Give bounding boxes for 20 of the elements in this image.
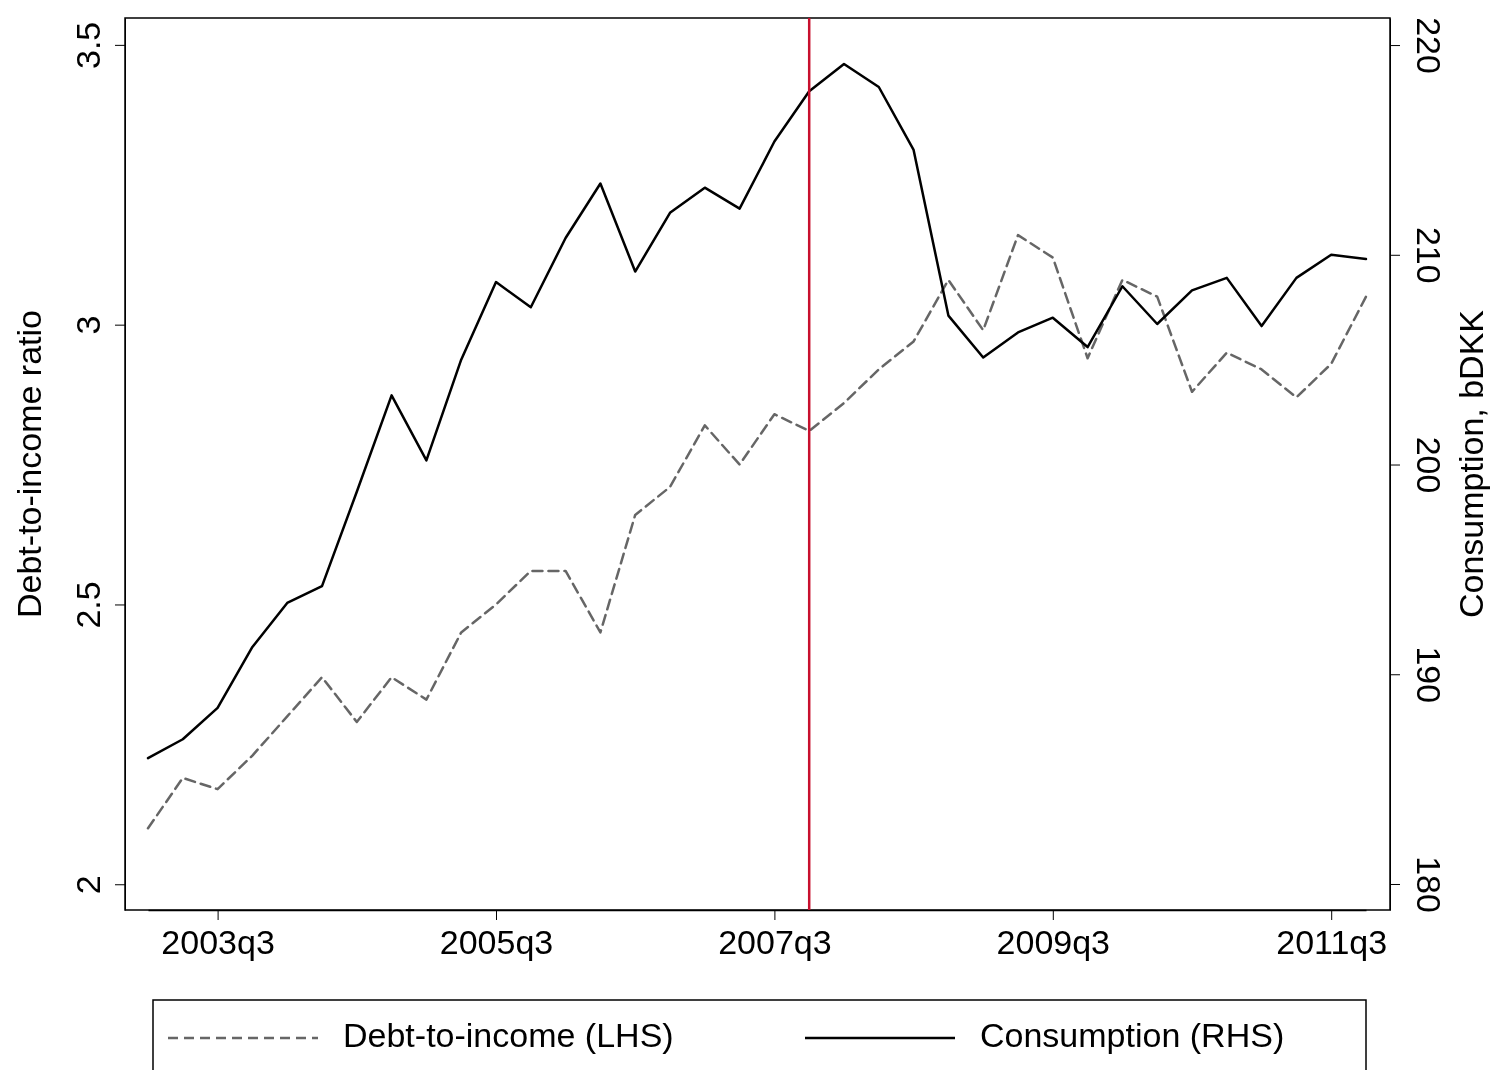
legend-label: Debt-to-income (LHS) [343,1015,674,1054]
x-tick-label: 2009q3 [996,923,1111,962]
y-tick-label: 3 [68,315,107,335]
line-series [146,233,1368,830]
y2-tick-label: 220 [1410,17,1449,74]
y-tick-label: 2.5 [68,581,107,629]
y2-tick-label: 200 [1410,436,1449,494]
y-tick-label: 2 [68,875,107,895]
x-tick-label: 2005q3 [439,923,554,962]
y2-tick-label: 190 [1410,646,1449,704]
y-axis-title: Debt-to-income ratio [9,309,48,619]
y-tick-label: 3.5 [68,21,107,69]
x-tick-label: 2003q3 [161,923,275,962]
x-tick-label: 2007q3 [718,923,832,962]
y2-tick-label: 180 [1410,856,1449,913]
y2-tick-label: 210 [1410,226,1449,284]
legend-label: Consumption (RHS) [980,1015,1285,1054]
line-series [146,62,1368,760]
x-tick-label: 2011q3 [1276,923,1388,962]
y2-axis-title: Consumption, bDKK [1451,309,1490,619]
